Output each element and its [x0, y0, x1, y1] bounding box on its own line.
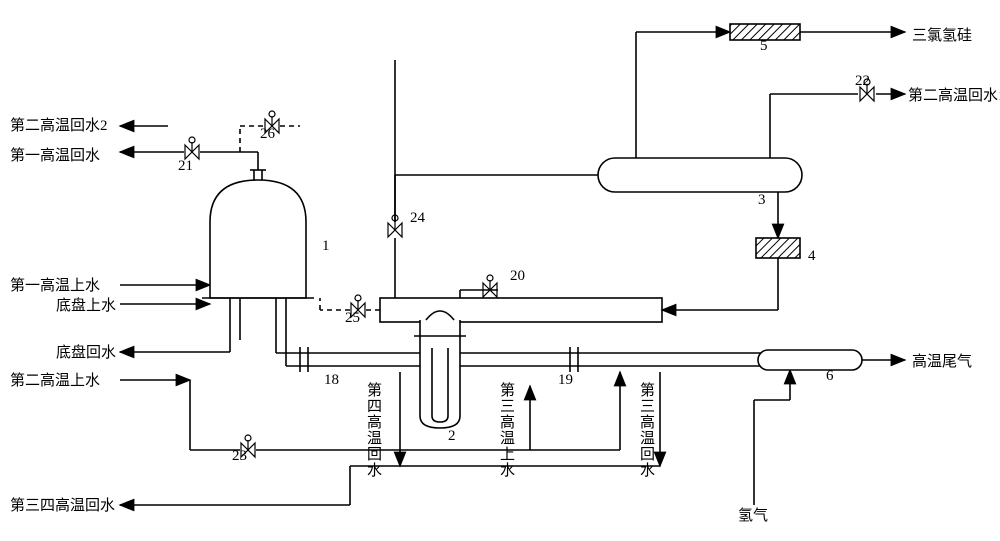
label-supply1_ht: 第一高温上水 — [10, 276, 100, 294]
ref-n5: 5 — [760, 38, 768, 54]
label-return3_ht: 第三高温回水 — [640, 381, 655, 479]
label-ht_tailgas: 高温尾气 — [912, 353, 972, 370]
ref-n18: 18 — [324, 372, 339, 388]
ref-n3: 3 — [758, 192, 766, 208]
ref-n26: 26 — [260, 126, 276, 142]
ref-n2: 2 — [448, 428, 456, 444]
ref-n19: 19 — [558, 372, 573, 388]
ref-n21: 21 — [178, 158, 193, 174]
ref-n22: 22 — [855, 73, 870, 89]
label-return34_ht: 第三四高温回水 — [10, 496, 115, 514]
label-supply3_ht: 第三高温上水 — [500, 381, 515, 479]
ref-n23: 23 — [232, 448, 247, 464]
label-trichlorosilane: 三氯氢硅 — [912, 27, 972, 44]
ref-n25: 25 — [345, 310, 360, 326]
label-return2_ht_1: 第二高温回水1 — [908, 86, 1000, 104]
label-supply2_ht: 第二高温上水 — [10, 371, 100, 389]
ref-n20: 20 — [510, 268, 525, 284]
label-return2_ht_2: 第二高温回水2 — [10, 116, 108, 134]
ref-n4: 4 — [808, 248, 816, 264]
diagram-svg: 三氯氢硅第二高温回水1 第二高温回水2 第一高温回水第一高温上水底盘上水底盘回水第二… — [0, 0, 1000, 541]
ref-n6: 6 — [826, 368, 834, 384]
ref-n1: 1 — [322, 238, 330, 254]
label-return4_ht: 第四高温回水 — [367, 381, 382, 479]
label-return1_ht: 第一高温回水 — [10, 146, 100, 164]
label-hydrogen: 氢气 — [738, 507, 768, 524]
label-chassis_return: 底盘回水 — [56, 343, 116, 361]
label-chassis_supply: 底盘上水 — [56, 296, 116, 314]
ref-n24: 24 — [410, 210, 426, 226]
